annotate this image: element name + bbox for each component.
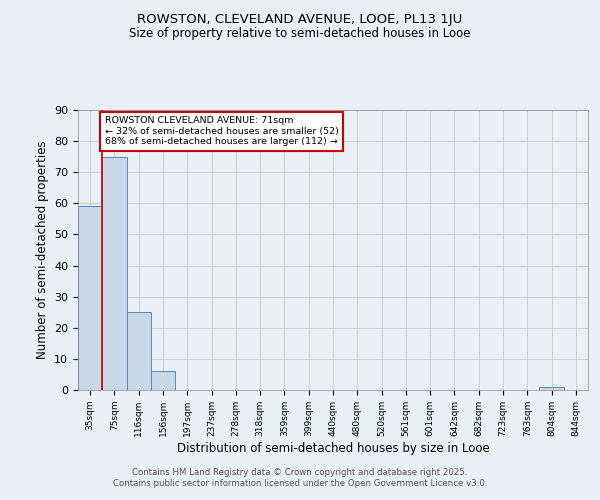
Bar: [539, 387, 564, 390]
Text: Size of property relative to semi-detached houses in Looe: Size of property relative to semi-detach…: [129, 28, 471, 40]
Text: Contains HM Land Registry data © Crown copyright and database right 2025.
Contai: Contains HM Land Registry data © Crown c…: [113, 468, 487, 487]
Bar: [127, 312, 151, 390]
Y-axis label: Number of semi-detached properties: Number of semi-detached properties: [35, 140, 49, 360]
Bar: [151, 372, 175, 390]
Text: ROWSTON, CLEVELAND AVENUE, LOOE, PL13 1JU: ROWSTON, CLEVELAND AVENUE, LOOE, PL13 1J…: [137, 12, 463, 26]
X-axis label: Distribution of semi-detached houses by size in Looe: Distribution of semi-detached houses by …: [176, 442, 490, 454]
Bar: [102, 156, 127, 390]
Bar: [78, 206, 102, 390]
Text: ROWSTON CLEVELAND AVENUE: 71sqm
← 32% of semi-detached houses are smaller (52)
6: ROWSTON CLEVELAND AVENUE: 71sqm ← 32% of…: [105, 116, 338, 146]
